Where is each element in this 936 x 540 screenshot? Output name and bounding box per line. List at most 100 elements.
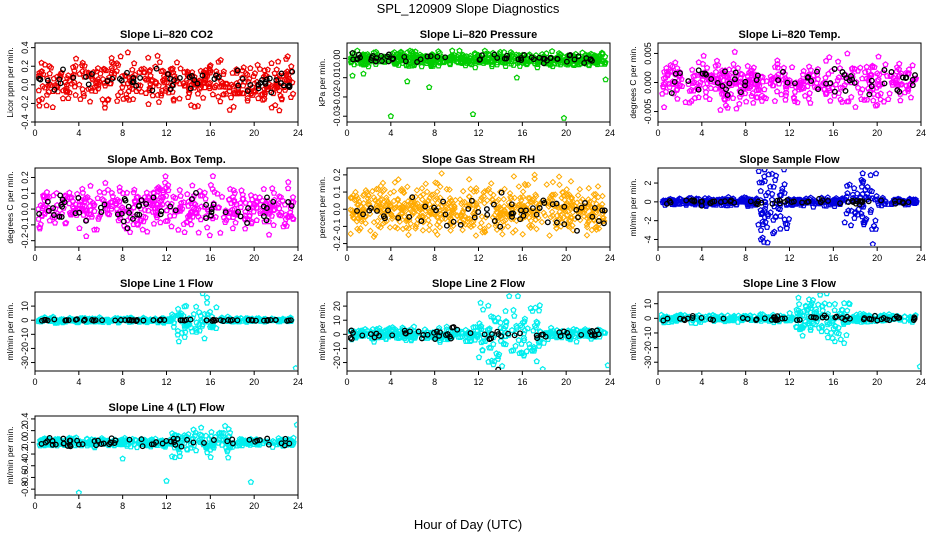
data-point: [170, 323, 177, 330]
data-point: [843, 182, 851, 189]
data-point: [245, 205, 252, 212]
data-point: [396, 201, 403, 208]
data-point: [270, 189, 278, 196]
data-point: [567, 178, 575, 185]
data-point: [222, 90, 230, 97]
data-point: [742, 98, 750, 105]
data-point: [210, 316, 217, 323]
x-tick-label: 8: [120, 128, 125, 138]
data-point: [857, 198, 864, 205]
data-point: [231, 189, 239, 196]
data-point: [888, 79, 896, 86]
x-tick-label: 0: [32, 128, 37, 138]
data-point: [153, 65, 160, 72]
data-point: [674, 95, 681, 102]
data-point: [126, 316, 133, 323]
data-point: [669, 63, 676, 70]
data-point: [831, 300, 839, 307]
data-point: [274, 317, 281, 324]
data-point: [708, 76, 715, 82]
data-point: [786, 309, 793, 316]
data-point: [588, 226, 596, 234]
data-point: [268, 212, 276, 219]
data-point: [837, 336, 844, 343]
data-point: [497, 223, 504, 230]
outlier-point: [514, 293, 522, 299]
data-point: [285, 178, 292, 185]
data-point: [156, 186, 163, 193]
data-point: [438, 170, 445, 177]
data-point: [876, 82, 883, 89]
data-point: [831, 88, 838, 95]
data-point: [499, 230, 506, 238]
data-point: [215, 58, 222, 65]
data-point: [539, 365, 546, 370]
data-point: [722, 68, 728, 75]
data-point: [186, 78, 193, 85]
x-tick-label: 8: [432, 128, 437, 138]
data-point: [535, 201, 543, 209]
data-point: [167, 75, 174, 82]
data-point: [757, 226, 765, 233]
data-point: [848, 73, 854, 80]
data-point: [543, 50, 550, 57]
data-point: [377, 182, 385, 190]
data-point: [659, 311, 665, 318]
data-point: [239, 75, 246, 82]
data-point: [210, 201, 217, 208]
data-point: [881, 200, 889, 207]
data-point: [509, 50, 516, 57]
y-tick-label: 0.2: [332, 169, 342, 182]
data-point: [666, 198, 673, 205]
data-point: [502, 341, 509, 348]
data-point: [196, 320, 203, 327]
data-point: [554, 333, 562, 340]
data-point: [533, 211, 540, 218]
data-point: [101, 79, 109, 86]
data-point: [379, 220, 387, 227]
data-point: [868, 187, 876, 194]
data-point: [714, 314, 721, 321]
data-point: [377, 333, 385, 340]
data-point: [540, 209, 548, 217]
data-point: [392, 60, 399, 67]
data-point: [535, 342, 543, 349]
data-point: [724, 92, 731, 98]
data-point: [116, 198, 123, 205]
data-point: [157, 219, 164, 226]
data-point: [702, 70, 709, 77]
y-tick-label: 0.2: [20, 60, 30, 73]
data-point: [227, 94, 235, 101]
data-point: [888, 69, 895, 75]
data-point: [761, 213, 768, 220]
data-point: [504, 52, 510, 59]
data-point: [383, 208, 390, 216]
data-point: [834, 58, 842, 65]
data-point: [726, 80, 733, 87]
data-point: [427, 208, 435, 215]
data-point: [415, 328, 422, 335]
data-point: [288, 63, 295, 70]
data-point: [414, 215, 422, 223]
data-point: [881, 67, 888, 73]
data-point: [763, 223, 771, 230]
data-point: [252, 317, 259, 324]
data-point: [831, 338, 839, 345]
data-point: [573, 338, 580, 345]
data-point: [811, 321, 819, 328]
data-point: [228, 81, 235, 88]
data-point: [827, 97, 834, 104]
data-point: [374, 217, 381, 225]
data-point: [348, 206, 354, 214]
y-tick-label: -0.03: [332, 106, 342, 127]
data-point: [882, 61, 889, 68]
data-point: [283, 222, 290, 229]
data-point: [65, 72, 72, 79]
data-point: [856, 201, 863, 208]
data-point: [478, 339, 485, 346]
data-point: [802, 302, 810, 309]
data-point: [893, 63, 901, 70]
data-point: [108, 205, 115, 212]
data-point: [799, 332, 806, 339]
data-point: [552, 221, 560, 229]
